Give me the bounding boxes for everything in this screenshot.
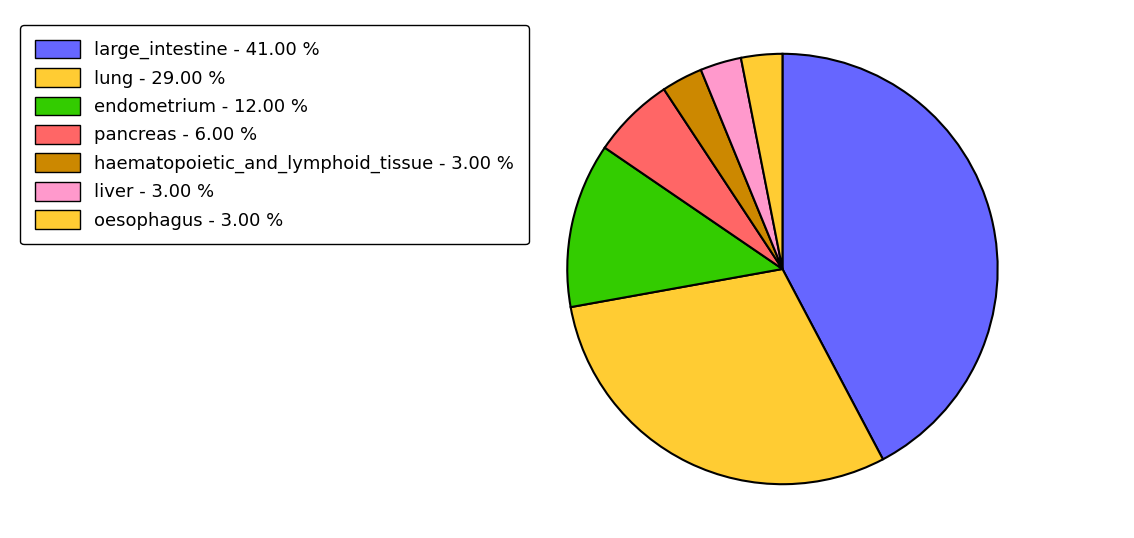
Legend: large_intestine - 41.00 %, lung - 29.00 %, endometrium - 12.00 %, pancreas - 6.0: large_intestine - 41.00 %, lung - 29.00 … xyxy=(20,25,528,244)
Wedge shape xyxy=(604,89,782,269)
Wedge shape xyxy=(782,54,998,459)
Wedge shape xyxy=(570,269,883,484)
Wedge shape xyxy=(665,70,782,269)
Wedge shape xyxy=(701,58,782,269)
Wedge shape xyxy=(567,147,782,307)
Wedge shape xyxy=(741,54,782,269)
